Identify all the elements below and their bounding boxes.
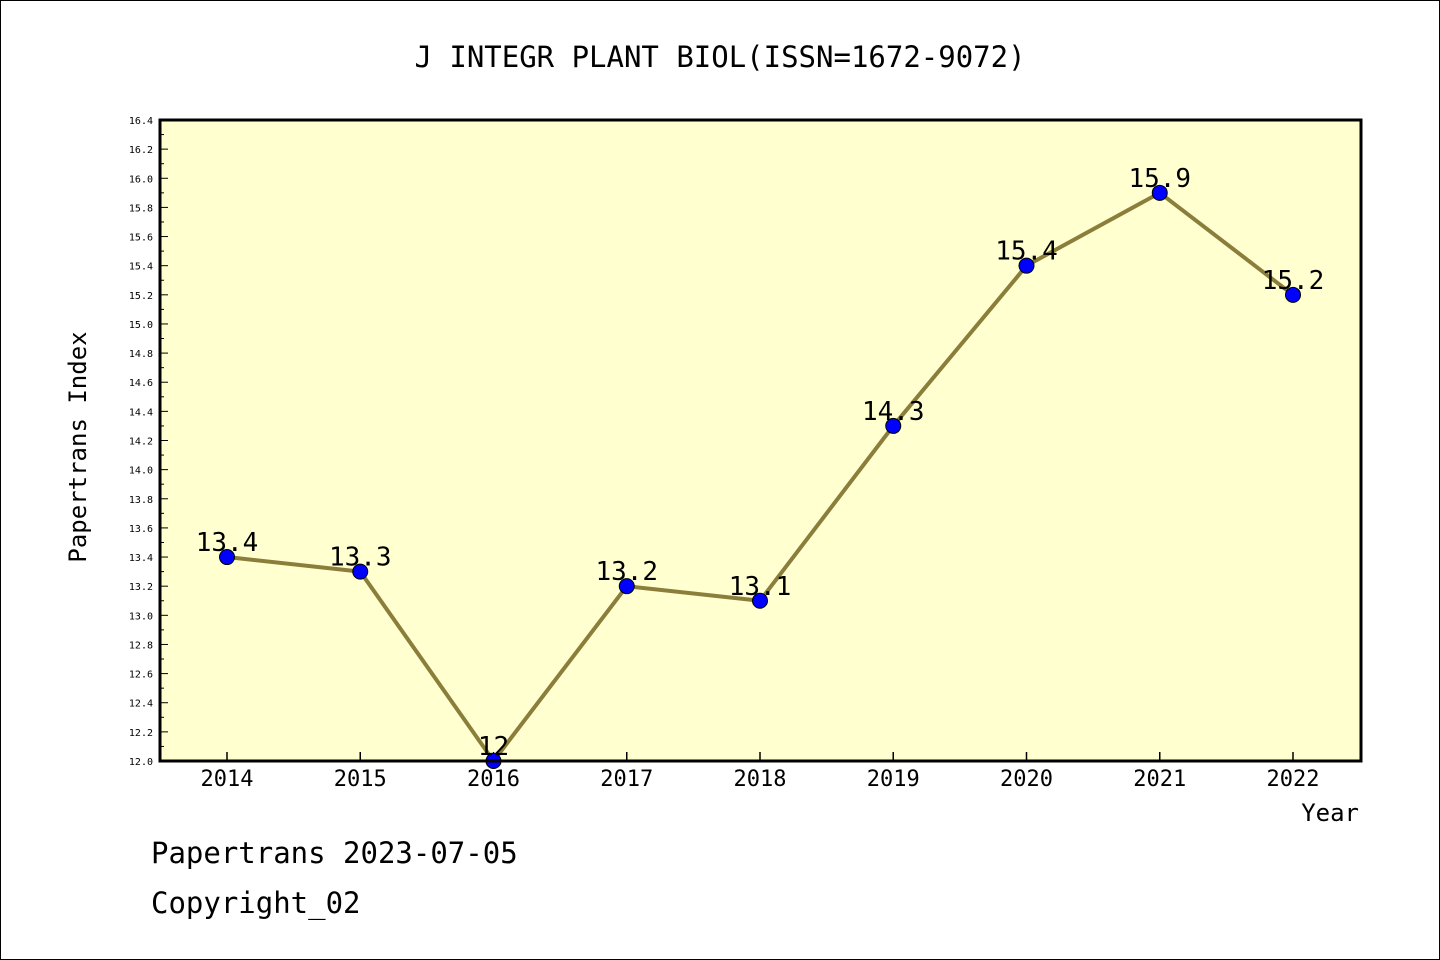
footer-date: Papertrans 2023-07-05	[151, 836, 518, 870]
x-axis: 2014 2015 2016 2017 2018 2019 2020 2021 2022	[201, 752, 1320, 792]
y-tick-label: 13.4	[129, 553, 153, 564]
footer-copyright: Copyright_02	[151, 886, 361, 920]
data-point	[618, 578, 635, 595]
x-tick-label: 2014	[201, 767, 254, 792]
x-tick-label: 2020	[1000, 767, 1053, 792]
data-label: 12	[478, 732, 509, 762]
y-tick-label: 15.4	[129, 262, 153, 273]
y-axis-label: Papertrans Index	[64, 331, 92, 562]
x-axis-label: Year	[1301, 799, 1359, 827]
data-label: 15.2	[1262, 266, 1325, 296]
data-label: 13.3	[329, 543, 392, 573]
x-tick-label: 2021	[1133, 767, 1186, 792]
y-tick-label: 14.4	[129, 407, 153, 418]
plot-area	[160, 120, 1361, 761]
y-axis: 12.0 12.2 12.4 12.6 12.8 13.0 13.2 13.4 13.6 13.8…	[129, 116, 168, 768]
y-tick-label: 13.0	[129, 611, 153, 622]
x-tick-label: 2016	[467, 767, 520, 792]
y-tick-label: 15.0	[129, 320, 153, 331]
y-tick-label: 16.4	[129, 116, 153, 127]
y-tick-label: 16.2	[129, 145, 153, 156]
y-tick-label: 13.6	[129, 524, 153, 535]
y-tick-label: 15.6	[129, 233, 153, 244]
data-point	[1285, 286, 1301, 303]
plot-frame	[158, 118, 1363, 763]
data-label: 13.4	[196, 528, 259, 558]
chart-title: J INTEGR PLANT BIOL(ISSN=1672-9072)	[414, 40, 1025, 74]
y-tick-label: 15.8	[129, 203, 153, 214]
y-tick-label: 14.8	[129, 349, 153, 360]
data-label: 13.2	[595, 557, 658, 587]
y-tick-label: 12.4	[129, 699, 153, 710]
data-label: 15.4	[995, 237, 1058, 267]
x-tick-label: 2015	[334, 767, 387, 792]
y-tick-label: 14.6	[129, 378, 153, 389]
x-tick-label: 2018	[734, 767, 787, 792]
data-label: 13.1	[729, 572, 792, 602]
y-tick-label: 12.2	[129, 728, 153, 739]
y-tick-label: 12.0	[129, 757, 153, 768]
data-point	[219, 549, 235, 566]
data-point	[752, 592, 768, 609]
series-group: 13.4 13.3 12 13.2 13.1 14.3 15.4 15.9 15.2	[196, 164, 1325, 769]
x-tick-label: 2019	[867, 767, 920, 792]
y-tick-label: 13.8	[129, 495, 153, 506]
data-point	[1151, 184, 1168, 201]
y-tick-label: 12.8	[129, 640, 153, 651]
y-tick-label: 13.2	[129, 582, 153, 593]
data-point	[1018, 257, 1035, 274]
y-tick-label: 16.0	[129, 174, 153, 185]
x-tick-label: 2022	[1267, 767, 1320, 792]
data-point	[352, 563, 369, 580]
data-label: 14.3	[862, 397, 925, 427]
y-tick-label: 12.6	[129, 670, 153, 681]
y-tick-label: 14.0	[129, 466, 153, 477]
y-tick-label: 14.2	[129, 437, 153, 448]
data-label: 15.9	[1128, 164, 1191, 194]
y-tick-label: 15.2	[129, 291, 153, 302]
data-point	[885, 417, 902, 434]
x-tick-label: 2017	[600, 767, 653, 792]
